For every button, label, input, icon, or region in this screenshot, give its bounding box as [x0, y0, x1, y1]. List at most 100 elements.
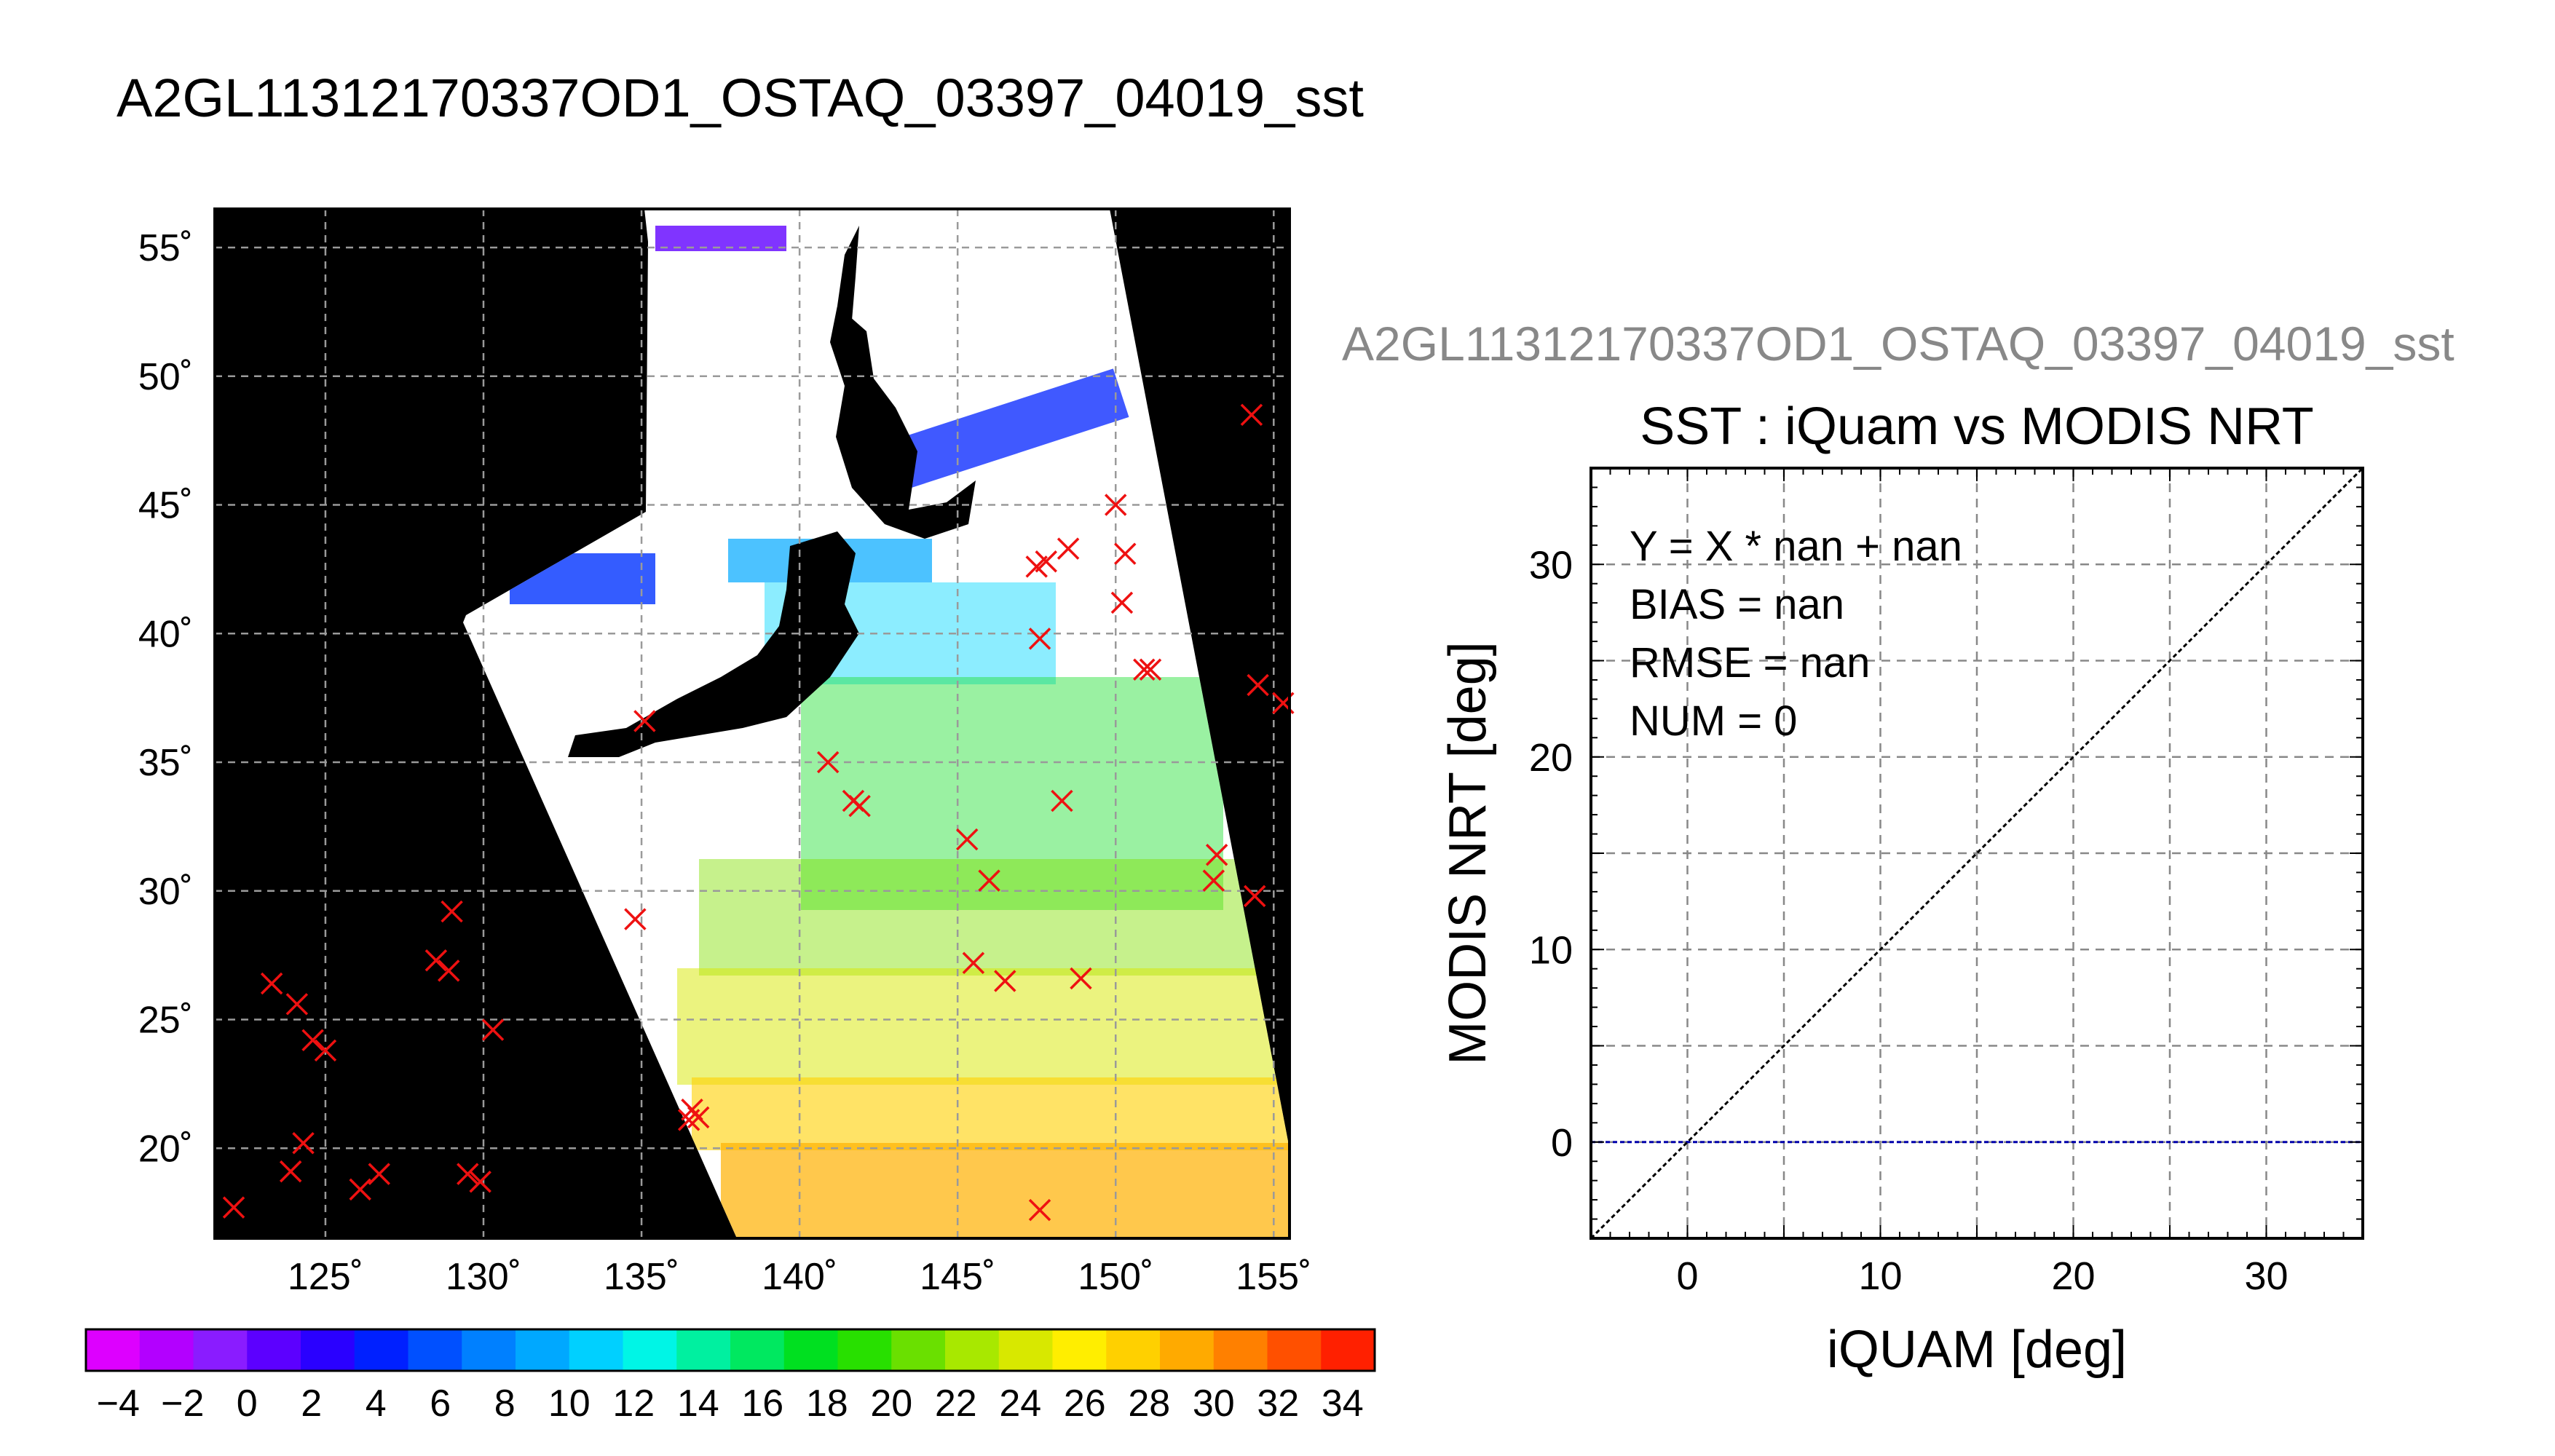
colorbar-tick-label: 20: [870, 1382, 912, 1425]
buoy-marker: [962, 951, 985, 974]
buoy-marker: [349, 1178, 371, 1201]
buoy-marker: [1202, 869, 1225, 892]
colorbar-cell: [408, 1329, 462, 1371]
colorbar-tick-label: 24: [999, 1382, 1041, 1425]
buoy-marker: [1028, 628, 1051, 650]
buoy-marker: [1139, 658, 1162, 681]
scatter-plot: A2GL11312170337OD1_OSTAQ_03397_04019_sst…: [1342, 317, 2455, 1379]
buoy-marker: [1110, 591, 1134, 614]
buoy-marker: [633, 710, 656, 732]
stats-rmse: RMSE = nan: [1630, 639, 1870, 687]
buoy-marker: [481, 1018, 505, 1041]
colorbar-tick-label: 16: [741, 1382, 783, 1425]
colorbar-cell: [139, 1329, 194, 1371]
colorbar-cell: [462, 1329, 516, 1371]
buoy-marker: [624, 908, 647, 930]
stats-block: Y = X * nan + nan BIAS = nan RMSE = nan …: [1630, 523, 1962, 745]
colorbar-cell: [1160, 1329, 1215, 1371]
x-axis-label: iQUAM [deg]: [1827, 1321, 2127, 1379]
buoy-marker: [1025, 555, 1048, 578]
colorbar-frame: [84, 1328, 1376, 1372]
colorbar-cell: [86, 1329, 141, 1371]
y-tick-label: 10: [1529, 928, 1573, 972]
buoy-marker: [848, 794, 871, 818]
lon-tick-label: 125˚: [288, 1256, 363, 1298]
buoy-marker: [1114, 542, 1137, 565]
lon-tick-label: 155˚: [1236, 1256, 1311, 1298]
colorbar-cell: [730, 1329, 785, 1371]
buoy-marker: [469, 1170, 491, 1193]
buoy-marker: [314, 1039, 337, 1062]
colorbar-cell: [837, 1329, 892, 1371]
lat-tick-label: 25˚: [138, 1000, 193, 1042]
figure-title: A2GL11312170337OD1_OSTAQ_03397_04019_sst: [117, 68, 1364, 128]
colorbar-cell: [354, 1329, 409, 1371]
buoy-marker: [292, 1131, 315, 1155]
buoy-marker: [285, 993, 309, 1016]
stats-bias: BIAS = nan: [1630, 581, 1844, 628]
buoy-marker: [222, 1196, 245, 1219]
lat-tick-label: 45˚: [138, 485, 193, 527]
colorbar-cell: [569, 1329, 624, 1371]
colorbar-cell: [247, 1329, 301, 1371]
colorbar-cell: [1267, 1329, 1322, 1371]
colorbar-cell: [1321, 1329, 1375, 1371]
colorbar-tick-label: 30: [1193, 1382, 1235, 1425]
x-tick-label: 20: [2051, 1254, 2095, 1298]
x-tick-labels: 0 10 20 30: [1676, 1254, 2288, 1298]
buoy-markers: [222, 403, 1295, 1222]
map-gridlines: [215, 209, 1290, 1238]
plot-frame: [1590, 467, 2364, 1240]
land-sakhalin: [837, 226, 859, 320]
buoy-marker: [1028, 1198, 1051, 1222]
colorbar-tick-label: 12: [612, 1382, 655, 1425]
lon-tick-labels: 125˚ 130˚ 135˚ 140˚ 145˚ 150˚ 155˚: [288, 1256, 1311, 1298]
buoy-marker: [1244, 885, 1266, 908]
y-tick-labels: 0 10 20 30: [1529, 543, 1573, 1165]
colorbar: −4 −2 0 2 4 6 8 10 12 14 16 18 20 22 24 26 28 30 32 34: [84, 1328, 1376, 1425]
buoy-marker: [1240, 403, 1263, 427]
buoy-marker: [260, 972, 283, 995]
buoy-marker: [1104, 494, 1127, 516]
buoy-marker: [816, 751, 840, 774]
stats-num: NUM = 0: [1630, 697, 1797, 745]
buoy-marker: [1205, 844, 1228, 866]
colorbar-cell: [891, 1329, 946, 1371]
colorbar-cell: [301, 1329, 355, 1371]
stats-fit: Y = X * nan + nan: [1630, 523, 1962, 570]
buoy-marker: [424, 949, 448, 972]
lon-tick-label: 150˚: [1078, 1256, 1153, 1298]
colorbar-cell: [1213, 1329, 1268, 1371]
buoy-marker: [994, 970, 1016, 992]
colorbar-tick-label: 32: [1257, 1382, 1299, 1425]
colorbar-tick-label: 0: [237, 1382, 258, 1425]
buoy-marker: [368, 1163, 390, 1185]
colorbar-tick-label: 34: [1322, 1382, 1364, 1425]
map-frame: [213, 207, 1291, 1240]
colorbar-cells: [86, 1329, 1375, 1371]
lon-tick-label: 140˚: [762, 1256, 837, 1298]
buoy-marker: [441, 900, 463, 923]
buoy-marker: [1051, 789, 1073, 812]
colorbar-tick-label: 18: [806, 1382, 848, 1425]
colorbar-cell: [1106, 1329, 1161, 1371]
y-tick-label: 0: [1551, 1121, 1573, 1165]
colorbar-tick-label: −4: [97, 1382, 140, 1425]
colorbar-tick-label: 2: [301, 1382, 322, 1425]
colorbar-cell: [193, 1329, 248, 1371]
colorbar-cell: [783, 1329, 839, 1371]
colorbar-cell: [676, 1329, 731, 1371]
colorbar-tick-label: 4: [366, 1382, 387, 1425]
colorbar-tick-label: 28: [1128, 1382, 1170, 1425]
colorbar-tick-label: 14: [677, 1382, 719, 1425]
lon-tick-label: 145˚: [920, 1256, 995, 1298]
colorbar-tick-label: 6: [430, 1382, 451, 1425]
buoy-marker: [301, 1029, 324, 1052]
colorbar-cell: [516, 1329, 570, 1371]
colorbar-tick-label: 8: [494, 1382, 516, 1425]
colorbar-cell: [1052, 1329, 1107, 1371]
y-axis-label: MODIS NRT [deg]: [1439, 641, 1497, 1065]
x-tick-label: 30: [2244, 1254, 2288, 1298]
lat-tick-label: 50˚: [138, 356, 193, 398]
buoy-marker: [279, 1160, 302, 1183]
